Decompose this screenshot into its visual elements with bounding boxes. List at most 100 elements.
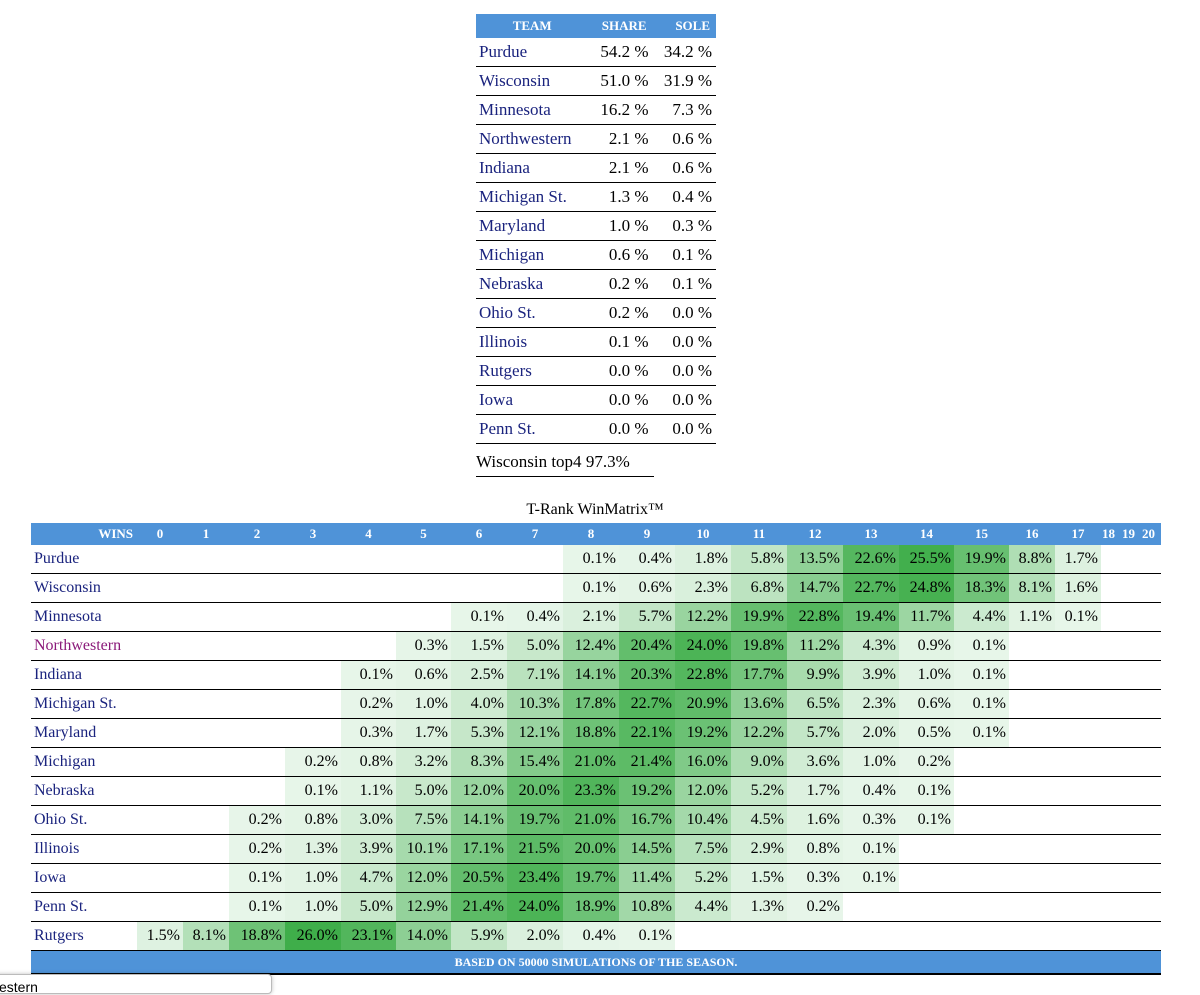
win-probability-cell: 14.5% [619,834,675,864]
wins-column-header: 8 [563,523,619,545]
win-probability-cell: 1.6% [787,805,843,835]
win-probability-cell: 0.1% [229,863,285,893]
team-link[interactable]: Indiana [476,153,589,183]
win-probability-cell: 17.7% [731,660,787,690]
win-probability-cell [1009,689,1055,719]
winmatrix-row: Penn St. 0.1% 1.0% 5.0% 12.9% 21.4% 24.0% 18.9%… [31,892,1161,922]
win-probability-cell: 10.4% [675,805,731,835]
win-probability-cell: 20.9% [675,689,731,719]
win-probability-cell: 0.1% [843,834,899,864]
team-link[interactable]: Northwestern [476,124,589,154]
team-link[interactable]: Illinois [31,834,137,864]
win-probability-cell [1141,602,1161,632]
team-link[interactable]: Maryland [31,718,137,748]
team-link[interactable]: Michigan [31,747,137,777]
team-link[interactable]: Iowa [31,863,137,893]
share-table-row: Maryland 1.0 % 0.3 % [476,211,716,241]
team-link[interactable]: Nebraska [31,776,137,806]
wins-column-header: 17 [1055,523,1101,545]
win-probability-cell: 12.4% [563,631,619,661]
win-probability-cell: 23.3% [563,776,619,806]
share-column-header: SHARE [588,14,653,38]
win-probability-cell [954,805,1009,835]
win-probability-cell: 12.0% [675,776,731,806]
wins-column-header: 2 [229,523,285,545]
win-probability-cell [285,545,341,574]
team-link[interactable]: Iowa [476,385,589,415]
team-link[interactable]: Minnesota [31,602,137,632]
win-probability-cell: 14.7% [787,573,843,603]
team-link[interactable]: Purdue [476,38,589,67]
team-link[interactable]: Michigan St. [476,182,589,212]
team-link[interactable]: Rutgers [476,356,589,386]
share-table-row: Illinois 0.1 % 0.0 % [476,327,716,357]
win-probability-cell [1101,573,1121,603]
team-column-header: TEAM [476,14,589,38]
win-probability-cell: 0.4% [843,776,899,806]
win-probability-cell [843,892,899,922]
win-probability-cell: 0.3% [843,805,899,835]
team-link[interactable]: Michigan St. [31,689,137,719]
win-probability-cell [183,834,229,864]
team-link[interactable]: Michigan [476,240,589,270]
win-probability-cell [1141,573,1161,603]
win-probability-cell: 6.5% [787,689,843,719]
win-probability-cell: 18.8% [229,921,285,951]
team-link[interactable]: Penn St. [476,414,589,444]
win-probability-cell [1055,921,1101,951]
win-probability-cell: 19.2% [675,718,731,748]
share-value: 0.2 % [588,269,653,299]
win-probability-cell: 12.2% [675,602,731,632]
sole-column-header: SOLE [652,14,716,38]
winmatrix-row: Ohio St. 0.2% 0.8% 3.0% 7.5% 14.1% 19.7% 21.0% 1… [31,805,1161,835]
win-probability-cell: 0.2% [229,805,285,835]
win-probability-cell: 21.5% [507,834,563,864]
win-probability-cell [285,631,341,661]
win-probability-cell: 21.0% [563,747,619,777]
win-probability-cell [396,545,451,574]
team-link[interactable]: Minnesota [476,95,589,125]
win-probability-cell [1009,863,1055,893]
team-link[interactable]: Nebraska [476,269,589,299]
team-link[interactable]: Northwestern [31,631,137,661]
winmatrix-row: Purdue 0.1% 0.4% 1.8% 5.8% 13.5% 22.6% 25.5% 19.… [31,545,1161,574]
win-probability-cell [1055,718,1101,748]
win-probability-cell: 0.1% [954,660,1009,690]
team-link[interactable]: Illinois [476,327,589,357]
team-link[interactable]: Purdue [31,545,137,574]
win-probability-cell: 3.9% [843,660,899,690]
win-probability-cell: 1.7% [396,718,451,748]
win-probability-cell: 1.3% [285,834,341,864]
win-probability-cell [1121,573,1141,603]
win-probability-cell: 12.2% [731,718,787,748]
win-probability-cell: 18.8% [563,718,619,748]
win-probability-cell: 11.4% [619,863,675,893]
team-link[interactable]: Maryland [476,211,589,241]
win-probability-cell [1055,660,1101,690]
win-probability-cell: 0.2% [341,689,396,719]
win-probability-cell [396,573,451,603]
win-probability-cell: 2.9% [731,834,787,864]
win-probability-cell [1101,805,1121,835]
win-probability-cell: 4.4% [954,602,1009,632]
team-link[interactable]: Wisconsin [476,66,589,96]
win-probability-cell [183,805,229,835]
team-link[interactable]: Penn St. [31,892,137,922]
win-probability-cell: 10.8% [619,892,675,922]
team-link[interactable]: Indiana [31,660,137,690]
sole-value: 0.0 % [652,385,716,415]
team-link[interactable]: Rutgers [31,921,137,951]
win-probability-cell: 12.9% [396,892,451,922]
win-probability-cell [229,718,285,748]
win-probability-cell: 21.4% [451,892,507,922]
share-value: 0.0 % [588,385,653,415]
win-probability-cell [1055,776,1101,806]
top4-summary: Wisconsin top4 97.3% [476,448,654,477]
team-link[interactable]: Ohio St. [476,298,589,328]
team-link[interactable]: Wisconsin [31,573,137,603]
win-probability-cell [1141,545,1161,574]
win-probability-cell: 13.5% [787,545,843,574]
win-probability-cell [229,573,285,603]
team-link[interactable]: Ohio St. [31,805,137,835]
win-probability-cell: 18.3% [954,573,1009,603]
